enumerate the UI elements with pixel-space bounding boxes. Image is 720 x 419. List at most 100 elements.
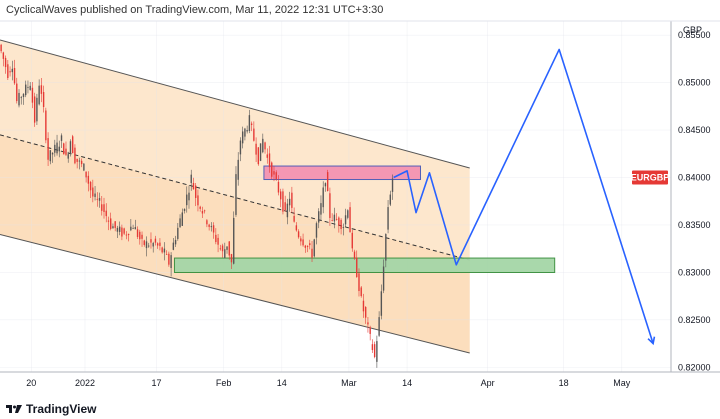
- candle-body: [186, 194, 188, 206]
- candle-body: [163, 248, 166, 253]
- candle-body: [315, 223, 318, 238]
- candle-body: [235, 174, 237, 215]
- candle-body: [71, 136, 74, 154]
- candle-body: [291, 192, 293, 208]
- candle-body: [253, 128, 255, 141]
- candle-body: [139, 231, 141, 240]
- candle-body: [16, 83, 18, 102]
- candle-body: [136, 229, 139, 237]
- candle-body: [141, 234, 143, 239]
- y-tick-label: 0.85500: [678, 30, 711, 40]
- time-axis[interactable]: 20 2022 17 Feb 14 Mar 14 Apr 18 May: [0, 20, 720, 388]
- candle-body: [94, 193, 96, 197]
- candle-body: [201, 211, 204, 214]
- price-axis[interactable]: GBP 0.82000 0.82500 0.83000 0.83500 0.84000 0.…: [631, 21, 711, 372]
- candle-body: [356, 257, 358, 278]
- candle-body: [85, 171, 87, 178]
- candle-body: [367, 322, 369, 325]
- candle-body: [248, 115, 251, 132]
- candle-body: [92, 187, 94, 197]
- candle-body: [4, 57, 7, 68]
- candle-body: [177, 227, 179, 239]
- candle-body: [170, 255, 172, 269]
- candle-body: [74, 147, 76, 164]
- support-zone: [173, 257, 556, 273]
- candle-body: [145, 241, 148, 249]
- candle-body: [387, 207, 389, 230]
- candle-body: [302, 239, 304, 246]
- candle-body: [101, 204, 103, 211]
- x-tick-label: 14: [402, 378, 412, 388]
- candle-body: [159, 242, 161, 246]
- projection-path: [393, 48, 654, 344]
- candle-body: [31, 87, 34, 103]
- candle-body: [320, 203, 322, 215]
- candle-body: [156, 243, 159, 246]
- candle-body: [190, 174, 192, 184]
- candle-body: [250, 123, 253, 125]
- candle-body: [378, 317, 380, 336]
- y-tick-label: 0.85000: [678, 78, 711, 88]
- candle-body: [333, 214, 336, 222]
- candle-body: [293, 215, 295, 222]
- candle-body: [123, 228, 125, 234]
- candle-body: [199, 206, 201, 209]
- candle-body: [280, 191, 282, 200]
- candle-body: [244, 128, 246, 137]
- candle-body: [371, 344, 374, 351]
- candle-body: [78, 160, 81, 162]
- candle-body: [161, 247, 163, 253]
- candle-body: [331, 220, 333, 221]
- candle-body: [76, 158, 78, 162]
- candle-body: [326, 172, 329, 191]
- candle-body: [51, 152, 54, 155]
- candle-body: [347, 210, 349, 218]
- candle-body: [329, 193, 331, 218]
- plot-area[interactable]: [0, 21, 671, 372]
- x-tick-label: 2022: [75, 378, 95, 388]
- currency-label: GBP: [683, 25, 702, 35]
- candle-body: [13, 68, 16, 84]
- y-tick-label: 0.83500: [678, 220, 711, 230]
- candle-body: [324, 183, 327, 187]
- candle-body: [246, 130, 248, 132]
- candle-body: [89, 181, 92, 191]
- candle-body: [96, 198, 98, 200]
- candle-body: [300, 238, 302, 242]
- candle-body: [47, 138, 49, 160]
- candle-body: [309, 243, 311, 246]
- candle-body: [54, 144, 56, 153]
- candle-body: [273, 171, 275, 175]
- symbol-label: EURGBP: [631, 173, 670, 183]
- y-tick-label: 0.84500: [678, 125, 711, 135]
- candle-body: [130, 226, 132, 231]
- candle-body: [239, 140, 242, 155]
- candle-body: [364, 306, 367, 318]
- candle-body: [228, 241, 230, 256]
- candle-body: [362, 300, 365, 312]
- symbol-badge: [632, 170, 668, 185]
- candle-body: [60, 135, 63, 141]
- candle-body: [192, 182, 195, 190]
- candle-body: [165, 253, 168, 255]
- candle-body: [224, 249, 226, 258]
- candle-body: [18, 92, 20, 106]
- candle-body: [25, 84, 27, 96]
- candle-body: [195, 185, 197, 198]
- candle-body: [277, 181, 280, 193]
- candle-body: [268, 153, 271, 168]
- x-tick-label: Feb: [216, 378, 232, 388]
- candle-body: [340, 219, 342, 230]
- candle-body: [284, 202, 286, 210]
- candle-body: [373, 344, 376, 357]
- candle-body: [226, 246, 228, 250]
- candle-body: [288, 198, 291, 206]
- candle-body: [208, 224, 210, 227]
- candle-body: [103, 204, 105, 212]
- candle-body: [297, 231, 300, 238]
- candle-body: [266, 154, 268, 158]
- candle-body: [385, 234, 387, 261]
- candle-body: [2, 52, 5, 59]
- candle-body: [110, 218, 112, 229]
